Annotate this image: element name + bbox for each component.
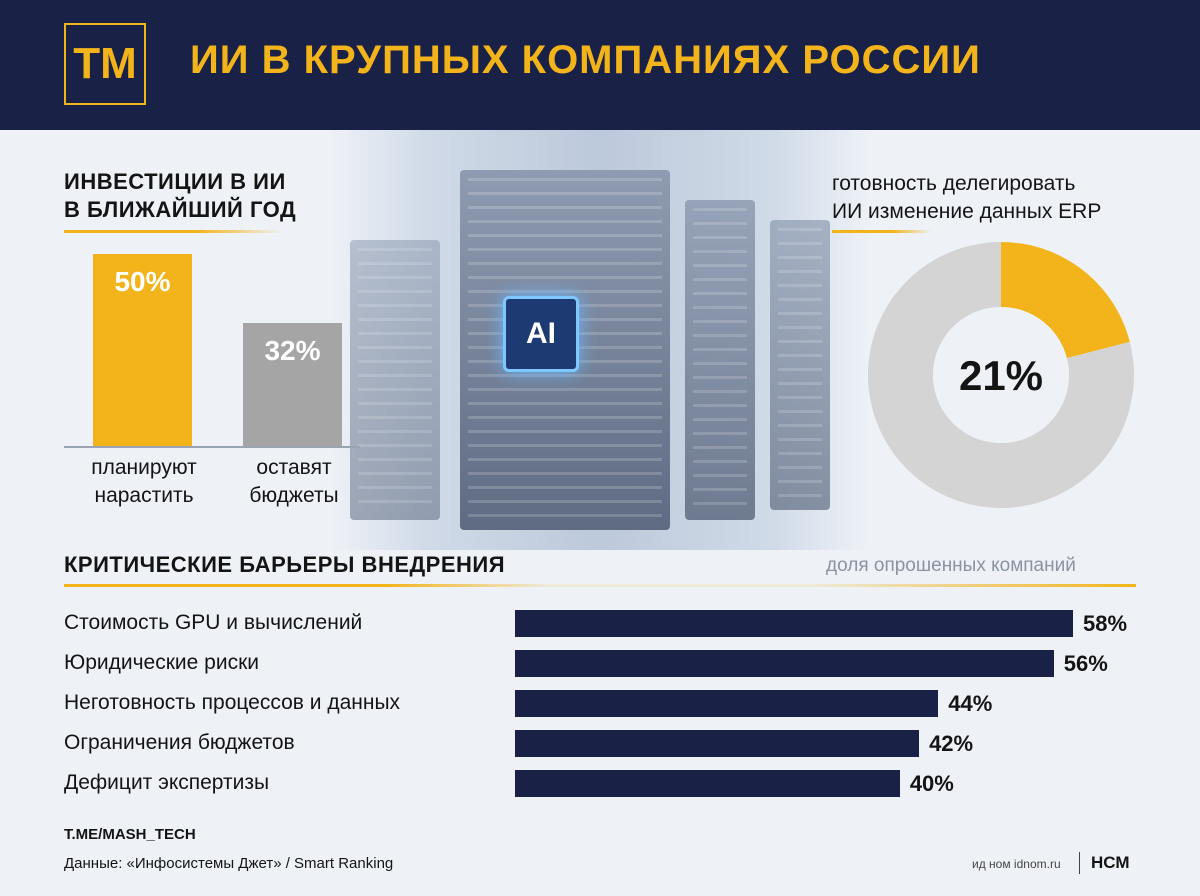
investment-bar-value-1: 32% (264, 335, 321, 367)
barrier-value-0: 58% (1083, 611, 1128, 636)
barrier-label-1: Юридические риски (64, 651, 259, 674)
barrier-bar-2 (515, 690, 939, 717)
investments-underline (64, 230, 284, 233)
server-rack (350, 240, 440, 520)
bar-caption-0: планируют нарастить (64, 454, 224, 510)
header-banner: ТМ ИИ В КРУПНЫХ КОМПАНИЯХ РОССИИ (0, 0, 1200, 130)
barrier-value-1: 56% (1063, 651, 1108, 676)
barrier-value-2: 44% (948, 691, 993, 716)
bar-caption-0-line2: нарастить (94, 484, 194, 507)
barrier-label-3: Ограничения бюджетов (64, 731, 295, 754)
barrier-value-4: 40% (909, 771, 954, 796)
ai-chip-icon: AI (503, 296, 579, 372)
investment-bar-value-0: 50% (114, 266, 171, 297)
donut-slice-0 (1001, 242, 1130, 359)
erp-title-line2: ИИ изменение данных ERP (832, 200, 1102, 223)
barriers-underline (64, 584, 1136, 587)
erp-donut-chart (868, 242, 1134, 508)
donut-slice-1 (868, 242, 1134, 508)
bar-caption-0-line1: планируют (91, 456, 197, 479)
investment-bar-0 (93, 254, 192, 446)
logo-text: ТМ (73, 39, 137, 88)
footer-source: Данные: «Инфосистемы Джет» / Smart Ranki… (64, 855, 394, 872)
erp-underline (832, 230, 932, 233)
bar-caption-1-line2: бюджеты (249, 484, 339, 507)
barriers-subtitle: доля опрошенных компаний (826, 555, 1076, 576)
barriers-title: КРИТИЧЕСКИЕ БАРЬЕРЫ ВНЕДРЕНИЯ (64, 552, 506, 577)
investments-title: ИНВЕСТИЦИИ В ИИ В БЛИЖАЙШИЙ ГОД (64, 168, 296, 224)
investments-title-line2: В БЛИЖАЙШИЙ ГОД (64, 197, 297, 222)
erp-title: готовность делегировать ИИ изменение дан… (832, 170, 1101, 226)
erp-title-line1: готовность делегировать (832, 172, 1076, 195)
bar-caption-1: оставят бюджеты (214, 454, 374, 510)
footer-brand: НСМ (1091, 853, 1130, 872)
barrier-label-4: Дефицит экспертизы (64, 771, 270, 794)
server-rack (460, 170, 670, 530)
footer-credit: ид ном idnom.ru (972, 857, 1061, 871)
erp-donut-value: 21% (958, 352, 1044, 399)
barrier-value-3: 42% (929, 731, 974, 756)
barrier-label-0: Стоимость GPU и вычислений (64, 611, 363, 634)
ai-chip-label: AI (526, 317, 556, 350)
logo: ТМ (64, 23, 146, 105)
investment-bar-1 (243, 323, 342, 446)
server-illustration (330, 130, 870, 550)
investments-baseline (64, 446, 360, 448)
barrier-bar-4 (515, 770, 900, 797)
barrier-bar-3 (515, 730, 920, 757)
barrier-label-2: Неготовность процессов и данных (64, 691, 401, 714)
barrier-bar-1 (515, 650, 1054, 677)
bar-caption-1-line1: оставят (256, 456, 332, 479)
footer-channel: T.ME/MASH_TECH (64, 826, 196, 843)
donut-hole (933, 307, 1069, 443)
footer-divider (1079, 852, 1080, 874)
investments-title-line1: ИНВЕСТИЦИИ В ИИ (64, 169, 286, 194)
page-title: ИИ В КРУПНЫХ КОМПАНИЯХ РОССИИ (190, 38, 981, 82)
server-rack (685, 200, 755, 520)
server-rack (770, 220, 830, 510)
barrier-bar-0 (515, 610, 1073, 637)
